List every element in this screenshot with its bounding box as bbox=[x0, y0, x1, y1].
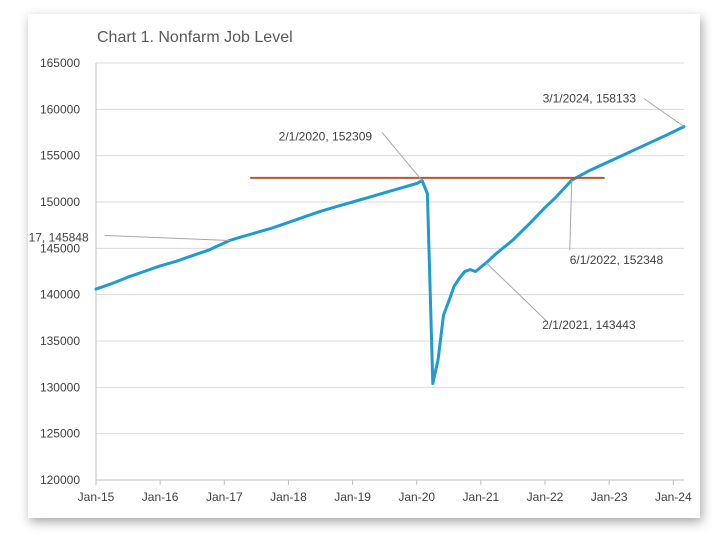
annotation-label: 6/1/2022, 152348 bbox=[570, 253, 664, 267]
y-tick-label: 165000 bbox=[40, 56, 80, 70]
y-tick-label: 150000 bbox=[40, 195, 80, 209]
x-tick-label: Jan-18 bbox=[270, 490, 307, 504]
x-tick-label: Jan-19 bbox=[334, 490, 371, 504]
annotation-leader-line bbox=[569, 180, 573, 251]
axes bbox=[95, 63, 684, 485]
annotation-label: 2/1/2017, 145848 bbox=[28, 230, 89, 244]
annotation-leader-line bbox=[104, 234, 230, 241]
x-tick-label: Jan-16 bbox=[142, 490, 179, 504]
y-tick-label: 145000 bbox=[40, 241, 80, 255]
annotations: 2/1/2017, 145848 2/1/2020, 152309 2/1/2021… bbox=[28, 92, 685, 332]
series-lines bbox=[94, 125, 686, 386]
y-tick-label: 160000 bbox=[40, 102, 80, 116]
y-tick-labels: 165000 160000 155000 150000 145000 140000 1350… bbox=[40, 56, 80, 487]
x-tick-label: Jan-23 bbox=[591, 490, 628, 504]
annotation-leader-line bbox=[485, 262, 547, 322]
y-tick-label: 125000 bbox=[40, 427, 80, 441]
y-tick-label: 130000 bbox=[40, 380, 80, 394]
x-tick-label: Jan-21 bbox=[463, 490, 500, 504]
x-tick-label: Jan-24 bbox=[655, 490, 692, 504]
chart-card: Chart 1. Nonfarm Job Level 165000 160000 1… bbox=[28, 14, 700, 518]
y-tick-label: 155000 bbox=[40, 149, 80, 163]
job-level-line bbox=[94, 125, 686, 386]
annotation-label: 3/1/2024, 158133 bbox=[543, 92, 637, 106]
x-tick-labels: Jan-15 Jan-16 Jan-17 Jan-18 Jan-19 Jan-20 Jan-… bbox=[78, 490, 692, 504]
x-tick-label: Jan-15 bbox=[78, 490, 115, 504]
x-tick-label: Jan-17 bbox=[206, 490, 243, 504]
x-tick-label: Jan-22 bbox=[527, 490, 564, 504]
chart-title: Chart 1. Nonfarm Job Level bbox=[97, 29, 293, 46]
annotation-label: 2/1/2021, 143443 bbox=[542, 318, 636, 332]
y-tick-label: 140000 bbox=[40, 288, 80, 302]
gridlines bbox=[96, 62, 684, 435]
y-tick-label: 135000 bbox=[40, 334, 80, 348]
x-tick-label: Jan-20 bbox=[398, 490, 435, 504]
nonfarm-job-level-chart: Chart 1. Nonfarm Job Level 1650001600001… bbox=[28, 29, 692, 504]
annotation-label: 2/1/2020, 152309 bbox=[279, 130, 373, 144]
y-tick-label: 120000 bbox=[40, 473, 80, 487]
annotation-leader-line bbox=[381, 132, 423, 181]
annotation-leader-line bbox=[643, 98, 685, 128]
